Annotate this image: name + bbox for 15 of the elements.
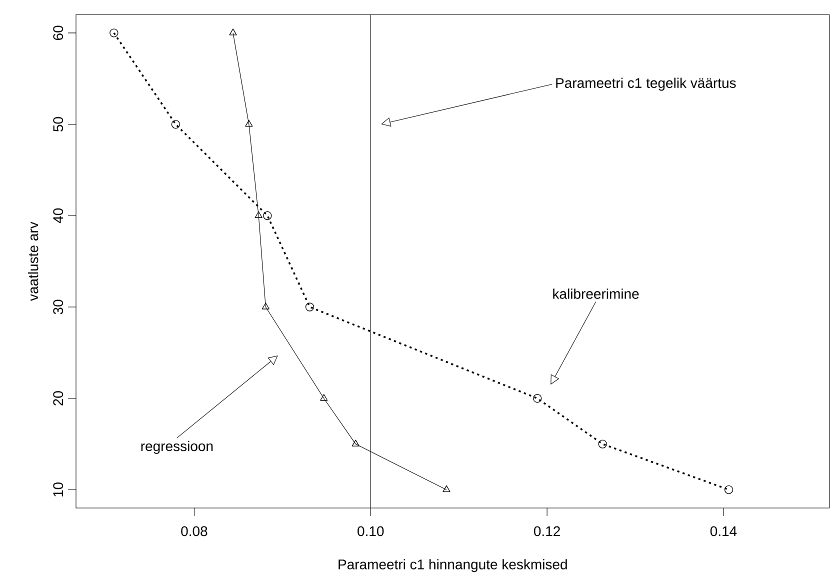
x-tick-label: 0.14 (710, 526, 737, 536)
x-tick-label: 0.12 (534, 526, 560, 536)
y-tick-label: 40 (53, 208, 64, 224)
annotation: regressioon (141, 440, 213, 454)
y-tick-label: 10 (53, 482, 64, 496)
y-axis-title: vaatluste arv (28, 222, 38, 301)
annotation: Parameetri c1 tegelik väärtus (556, 78, 736, 91)
y-tick-label: 30 (53, 300, 64, 314)
annotation: kalibreerimine (553, 288, 639, 299)
y-tick-label: 20 (53, 391, 64, 406)
x-tick-label: 0.08 (181, 526, 208, 536)
y-tick-label: 60 (53, 26, 64, 40)
y-tick-label: 50 (53, 117, 64, 132)
x-axis-title: Parameetri c1 hinnangute keskmised (338, 559, 567, 572)
x-tick-label: 0.10 (358, 526, 384, 536)
